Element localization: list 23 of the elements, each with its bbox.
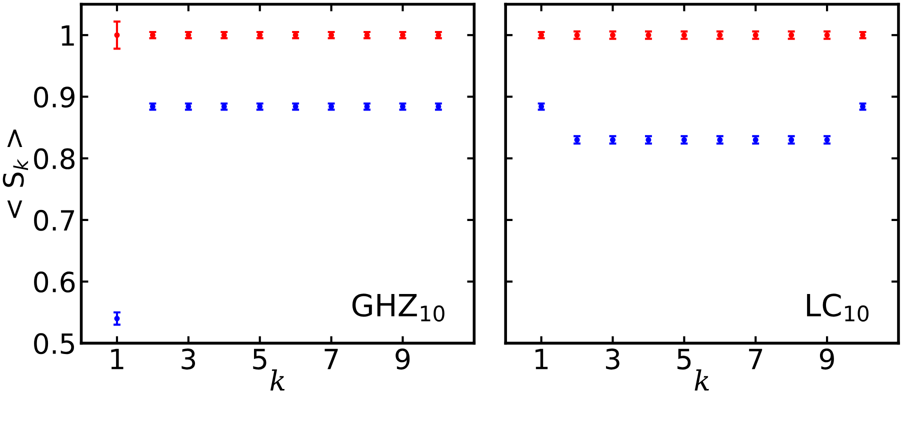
annotation: LC$_{10}$ — [807, 294, 869, 322]
y-axis-title: < S$_{k}$ > — [2, 130, 28, 218]
x-tick-label: 1 — [111, 348, 124, 370]
y-tick-label: 0.6 — [34, 272, 75, 293]
y-tick-label: 0.8 — [34, 148, 75, 170]
point — [114, 316, 120, 322]
x-tick-label: 7 — [749, 348, 762, 370]
y-tick-label: 1 — [62, 25, 74, 46]
x-tick-label: 7 — [324, 348, 338, 370]
x-tick-label: 5 — [677, 348, 691, 370]
x-tick-label: 1 — [536, 348, 548, 370]
x-tick-label: 5 — [253, 348, 266, 370]
x-tick-label: 9 — [396, 348, 410, 370]
point — [114, 32, 120, 38]
y-tick-label: 0.7 — [34, 210, 74, 231]
x-axis-title: k — [270, 369, 285, 390]
y-tick-label: 0.9 — [34, 86, 74, 108]
x-tick-label: 3 — [182, 348, 196, 370]
y-tick-label: 0.5 — [34, 333, 74, 354]
x-tick-label: 9 — [820, 348, 834, 370]
annotation: GHZ$_{10}$ — [352, 294, 444, 322]
x-tick-label: 3 — [606, 348, 620, 370]
x-axis-title: k — [694, 369, 709, 390]
